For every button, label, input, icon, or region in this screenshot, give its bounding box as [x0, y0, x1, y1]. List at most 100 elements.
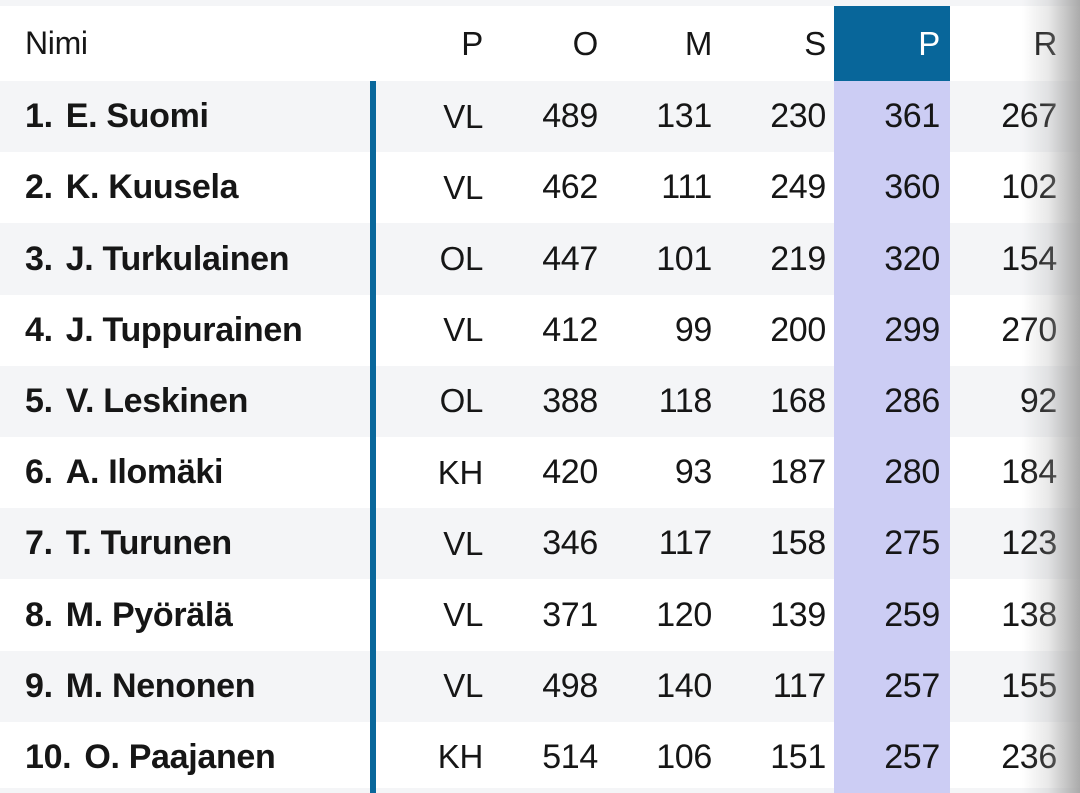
player-name: V. Leskinen: [65, 381, 249, 420]
position-cell: KH: [437, 453, 484, 491]
points-cell: 259: [884, 595, 940, 634]
points-cell: 275: [884, 524, 940, 563]
player-rank: 8.: [25, 595, 53, 634]
penalties-cell: 270: [1001, 310, 1057, 349]
player-name-cell: 4. J. Tuppurainen: [0, 311, 376, 350]
assists-cell: 168: [770, 381, 826, 420]
games-cell: 498: [542, 666, 598, 705]
points-cell: 361: [884, 97, 940, 136]
player-name-cell: 6. A. Ilomäki: [0, 453, 376, 492]
player-name: M. Pyörälä: [65, 595, 233, 634]
goals-cell: 99: [674, 310, 713, 349]
goals-cell: 101: [656, 239, 712, 278]
points-cell: 286: [884, 381, 940, 420]
penalties-cell: 102: [1001, 168, 1057, 207]
player-rank: 5.: [25, 381, 53, 420]
player-rank: 7.: [25, 524, 53, 563]
player-name: J. Tuppurainen: [65, 310, 303, 349]
player-rank: 3.: [25, 239, 53, 278]
assists-cell: 200: [770, 310, 826, 349]
games-cell: 371: [542, 595, 598, 634]
player-name: K. Kuusela: [65, 168, 239, 207]
points-cell: 360: [884, 168, 940, 207]
position-cell: VL: [443, 596, 483, 634]
points-column-highlight: [834, 81, 950, 793]
assists-cell: 219: [770, 239, 826, 278]
top-band: [0, 0, 1080, 6]
player-name-cell: 9. M. Nenonen: [0, 667, 376, 706]
player-name-cell: 8. M. Pyörälä: [0, 596, 376, 635]
assists-cell: 249: [770, 168, 826, 207]
player-rank: 4.: [25, 310, 53, 349]
player-name: A. Ilomäki: [65, 453, 224, 492]
penalties-cell: 123: [1001, 524, 1057, 563]
points-cell: 257: [884, 737, 940, 776]
points-cell: 299: [884, 310, 940, 349]
assists-cell: 158: [770, 524, 826, 563]
penalties-cell: 154: [1001, 239, 1057, 278]
assists-cell: 187: [770, 453, 826, 492]
goals-cell: 118: [658, 381, 713, 420]
position-cell: OL: [439, 382, 484, 420]
position-cell: KH: [437, 738, 484, 776]
games-cell: 489: [542, 97, 598, 136]
player-name: J. Turkulainen: [65, 239, 290, 278]
player-name-cell: 2. K. Kuusela: [0, 168, 376, 207]
player-name-cell: 5. V. Leskinen: [0, 382, 376, 421]
player-rank: 1.: [25, 97, 53, 136]
player-rank: 9.: [25, 666, 53, 705]
column-header-goals[interactable]: M: [684, 24, 712, 62]
player-name: T. Turunen: [65, 524, 232, 563]
assists-cell: 139: [770, 595, 826, 634]
player-rank: 6.: [25, 453, 53, 492]
goals-cell: 117: [658, 524, 713, 563]
name-column-divider-line: [370, 81, 376, 793]
column-header-points-selected[interactable]: P: [918, 24, 940, 62]
games-cell: 412: [542, 310, 598, 349]
table-row[interactable]: 8. M. Pyörälä VL 371 120 139 259 138: [0, 579, 1080, 651]
assists-cell: 151: [770, 737, 826, 776]
goals-cell: 111: [661, 168, 712, 207]
player-name: O. Paajanen: [84, 737, 276, 776]
player-name: M. Nenonen: [65, 666, 256, 705]
column-header-games[interactable]: O: [572, 24, 599, 62]
position-cell: VL: [443, 97, 483, 135]
column-header-position[interactable]: P: [461, 24, 483, 62]
goals-cell: 131: [656, 97, 712, 136]
games-cell: 388: [542, 381, 598, 420]
goals-cell: 120: [656, 595, 712, 634]
player-name-cell: 10. O. Paajanen: [0, 738, 376, 777]
player-rank: 2.: [25, 168, 53, 207]
assists-cell: 117: [772, 666, 827, 705]
penalties-cell: 184: [1001, 453, 1057, 492]
points-cell: 320: [884, 239, 940, 278]
position-cell: VL: [443, 311, 483, 349]
penalties-cell: 236: [1001, 737, 1057, 776]
assists-cell: 230: [770, 97, 826, 136]
player-name-cell: 3. J. Turkulainen: [0, 240, 376, 279]
column-header-penalties[interactable]: R: [1033, 24, 1057, 62]
goals-cell: 93: [674, 453, 713, 492]
games-cell: 514: [542, 737, 598, 776]
penalties-cell: 155: [1001, 666, 1057, 705]
player-name: E. Suomi: [65, 97, 209, 136]
player-rank: 10.: [25, 737, 72, 776]
penalties-cell: 92: [1019, 381, 1058, 420]
games-cell: 420: [542, 453, 598, 492]
column-header-nimi[interactable]: Nimi: [25, 25, 88, 61]
points-column-header-highlight: [834, 6, 950, 81]
penalties-cell: 267: [1001, 97, 1057, 136]
position-cell: VL: [443, 168, 483, 206]
player-name-cell: 1. E. Suomi: [0, 97, 376, 136]
position-cell: VL: [443, 524, 483, 562]
position-cell: OL: [439, 240, 484, 277]
games-cell: 447: [542, 239, 598, 278]
penalties-cell: 138: [1001, 595, 1057, 634]
goals-cell: 140: [656, 666, 712, 705]
games-cell: 346: [542, 524, 598, 563]
column-header-assists[interactable]: S: [804, 24, 826, 62]
next-row-peek-strip: [0, 788, 1080, 793]
player-name-cell: 7. T. Turunen: [0, 524, 376, 563]
points-cell: 280: [884, 453, 940, 492]
